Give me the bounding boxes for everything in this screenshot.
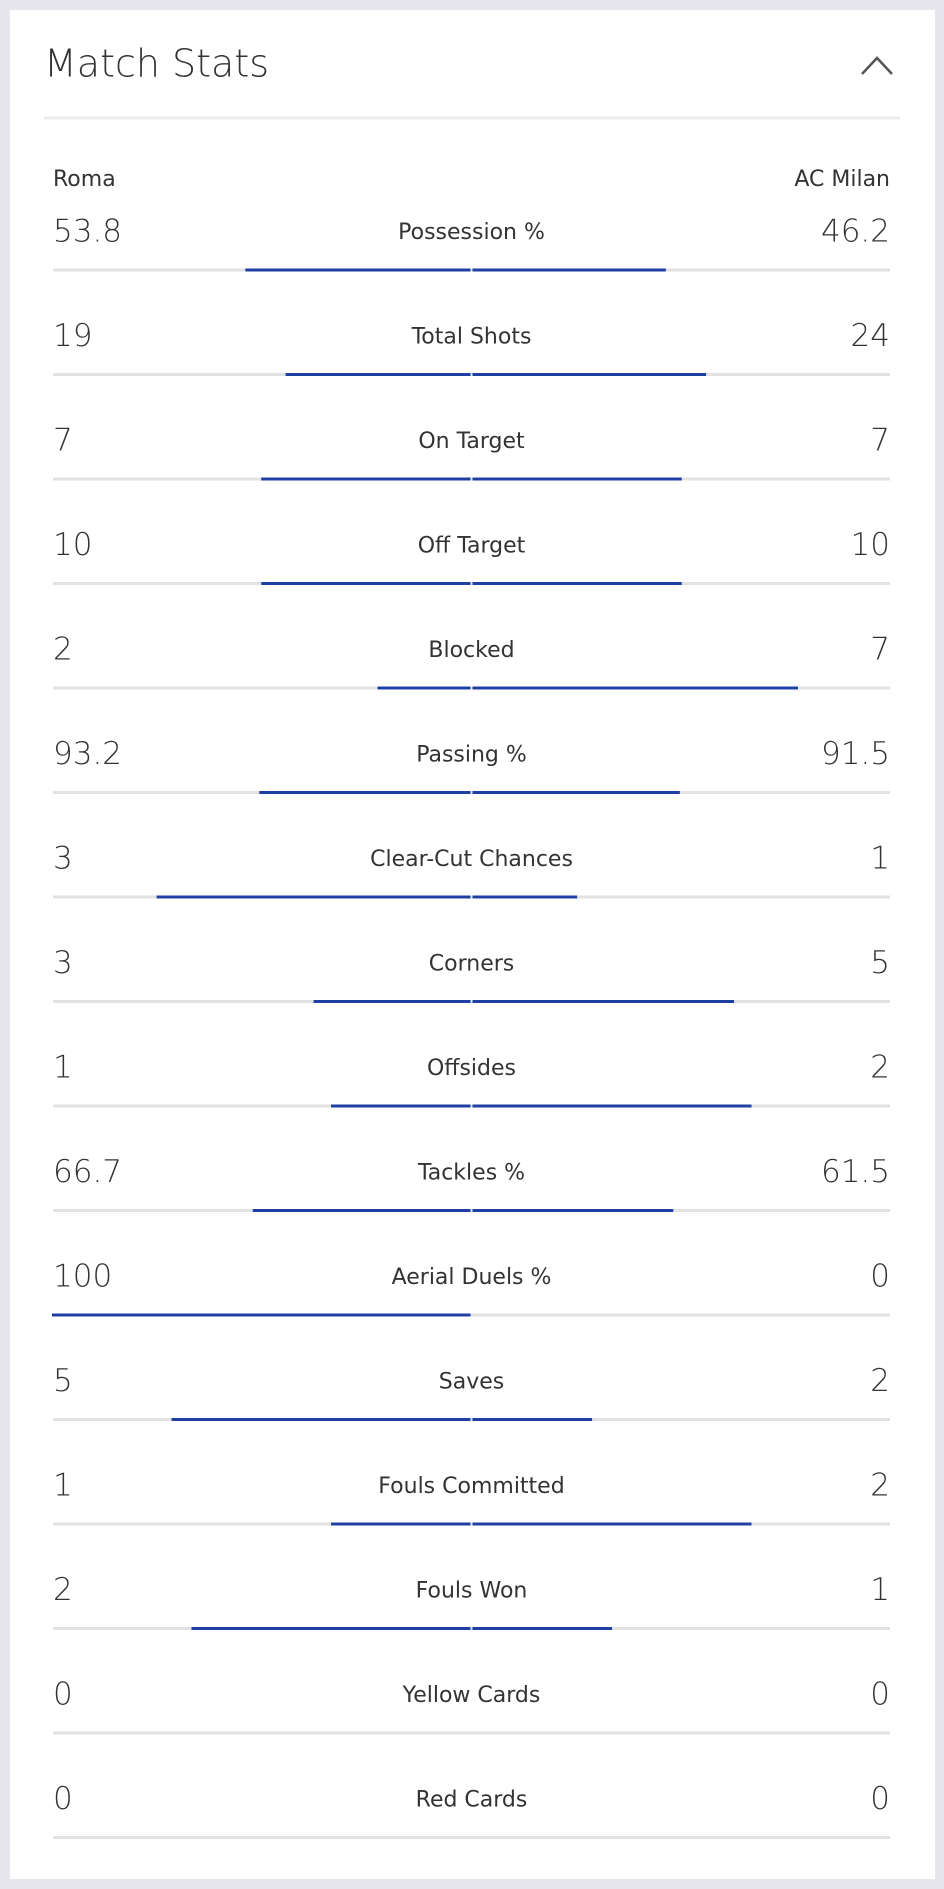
away-bar (472, 895, 578, 899)
away-bar (472, 373, 707, 376)
away-value: 0 (870, 1781, 890, 1817)
away-bar (472, 477, 682, 481)
stat-label: Total Shots (411, 325, 532, 350)
away-bar (472, 1627, 612, 1630)
home-value: 2 (53, 632, 73, 668)
home-value: 3 (53, 841, 73, 877)
away-bar (472, 1209, 674, 1212)
stat-label: Fouls Won (416, 1579, 528, 1604)
away-value: 1 (870, 1572, 890, 1608)
panel-title: Match Stats (44, 42, 269, 86)
stat-label: Possession % (398, 220, 545, 245)
stat-label: Blocked (428, 638, 514, 663)
home-value: 100 (53, 1259, 112, 1295)
away-value: 10 (851, 527, 890, 563)
home-bar (156, 895, 471, 899)
away-value: 91.5 (821, 736, 890, 772)
card (10, 10, 935, 1879)
home-bar (52, 1313, 471, 1317)
stat-label: Tackles % (417, 1161, 525, 1186)
home-value: 1 (53, 1050, 73, 1086)
away-value: 24 (851, 318, 890, 354)
away-bar (472, 1000, 735, 1003)
away-bar (472, 791, 680, 794)
stat-label: Aerial Duels % (392, 1265, 552, 1290)
stat-label: Saves (439, 1370, 504, 1395)
away-value: 1 (870, 841, 890, 877)
home-bar (245, 268, 471, 272)
home-bar (285, 373, 471, 376)
stat-label: Yellow Cards (402, 1683, 541, 1708)
home-value: 2 (53, 1572, 73, 1608)
stat-label: Off Target (418, 534, 526, 559)
home-value: 66.7 (53, 1154, 122, 1190)
home-value: 53.8 (53, 214, 122, 250)
stat-label: Passing % (416, 743, 527, 768)
collapse-chevron[interactable] (861, 56, 893, 75)
home-value: 93.2 (53, 736, 122, 772)
away-bar (472, 686, 798, 690)
home-value: 19 (53, 318, 92, 354)
away-value: 61.5 (821, 1154, 890, 1190)
away-bar (472, 582, 682, 585)
away-value: 0 (870, 1677, 890, 1713)
home-bar (261, 477, 471, 481)
home-bar (252, 1209, 471, 1212)
stat-label: Fouls Committed (378, 1474, 564, 1499)
home-bar (331, 1104, 471, 1108)
home-bar (331, 1522, 471, 1526)
home-bar (377, 686, 471, 690)
away-bar (472, 268, 666, 272)
stat-label: On Target (418, 429, 525, 454)
stat-label: Offsides (427, 1056, 516, 1081)
away-value: 2 (870, 1468, 890, 1504)
home-value: 3 (53, 945, 73, 981)
home-team: Roma (53, 167, 116, 192)
home-value: 10 (53, 527, 92, 563)
home-value: 0 (53, 1677, 73, 1713)
stat-label: Clear-Cut Chances (370, 847, 573, 872)
away-value: 5 (870, 945, 890, 981)
home-bar (259, 791, 471, 794)
home-bar (261, 582, 471, 585)
home-bar (191, 1627, 471, 1630)
away-value: 2 (870, 1363, 890, 1399)
home-value: 0 (53, 1781, 73, 1817)
home-value: 5 (53, 1363, 73, 1399)
away-team: AC Milan (794, 167, 890, 192)
away-bar (472, 1522, 752, 1526)
home-value: 7 (53, 423, 73, 459)
home-value: 1 (53, 1468, 73, 1504)
stat-label: Red Cards (416, 1788, 528, 1813)
away-bar (472, 1104, 752, 1108)
home-bar (171, 1418, 471, 1421)
stat-label: Corners (429, 952, 514, 977)
home-bar (313, 1000, 471, 1003)
away-value: 46.2 (821, 214, 890, 250)
away-value: 2 (870, 1050, 890, 1086)
away-bar (472, 1418, 593, 1421)
away-value: 0 (870, 1259, 890, 1295)
away-value: 7 (870, 423, 890, 459)
away-value: 7 (870, 632, 890, 668)
